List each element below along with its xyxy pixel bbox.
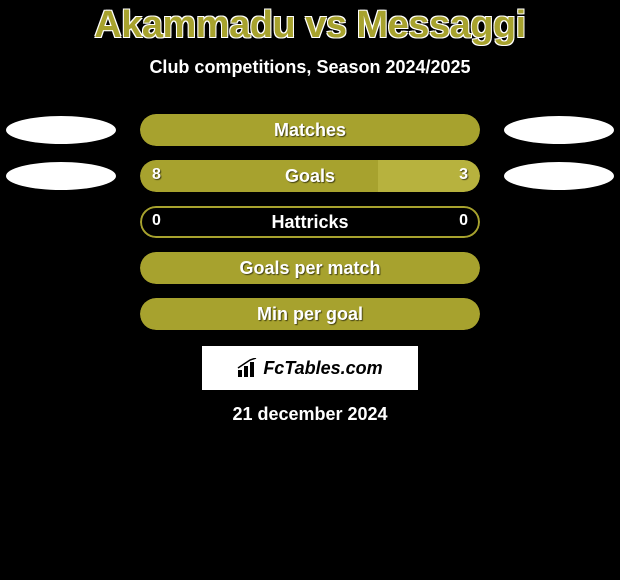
stat-row: Matches xyxy=(0,114,620,146)
bar-fill-left xyxy=(140,160,378,192)
player-left-ellipse xyxy=(6,162,116,190)
bar-outline xyxy=(140,206,480,238)
date-text: 21 december 2024 xyxy=(0,404,620,425)
bar-chart-icon xyxy=(237,358,259,378)
comparison-infographic: Akammadu vs Messaggi Club competitions, … xyxy=(0,0,620,425)
stat-bar: Min per goal xyxy=(140,298,480,330)
stat-bar: 8Goals3 xyxy=(140,160,480,192)
stat-label: Hattricks xyxy=(271,212,348,233)
logo-text: FcTables.com xyxy=(263,358,382,379)
stat-bar: Goals per match xyxy=(140,252,480,284)
stat-row: 0 Hattricks 0 xyxy=(0,206,620,238)
stat-row: Goals per match xyxy=(0,252,620,284)
player-right-ellipse xyxy=(504,116,614,144)
subtitle: Club competitions, Season 2024/2025 xyxy=(0,57,620,78)
stat-value-right: 0 xyxy=(459,212,468,230)
bar-text-layer: 0 Hattricks 0 xyxy=(140,206,480,238)
stats-area: Matches 8Goals3 0 Hattricks 0 Goals per match… xyxy=(0,114,620,330)
logo-box: FcTables.com xyxy=(202,346,418,390)
bar-fill xyxy=(140,114,480,146)
stat-bar: 0 Hattricks 0 xyxy=(140,206,480,238)
player-right-ellipse xyxy=(504,162,614,190)
bar-fill xyxy=(140,252,480,284)
stat-bar: Matches xyxy=(140,114,480,146)
stat-value-left: 0 xyxy=(152,212,161,230)
logo: FcTables.com xyxy=(237,358,382,379)
stat-row: 8Goals3 xyxy=(0,160,620,192)
bar-fill xyxy=(140,298,480,330)
player-left-ellipse xyxy=(6,116,116,144)
bar-fill-right xyxy=(378,160,480,192)
stat-row: Min per goal xyxy=(0,298,620,330)
page-title: Akammadu vs Messaggi xyxy=(0,4,620,47)
